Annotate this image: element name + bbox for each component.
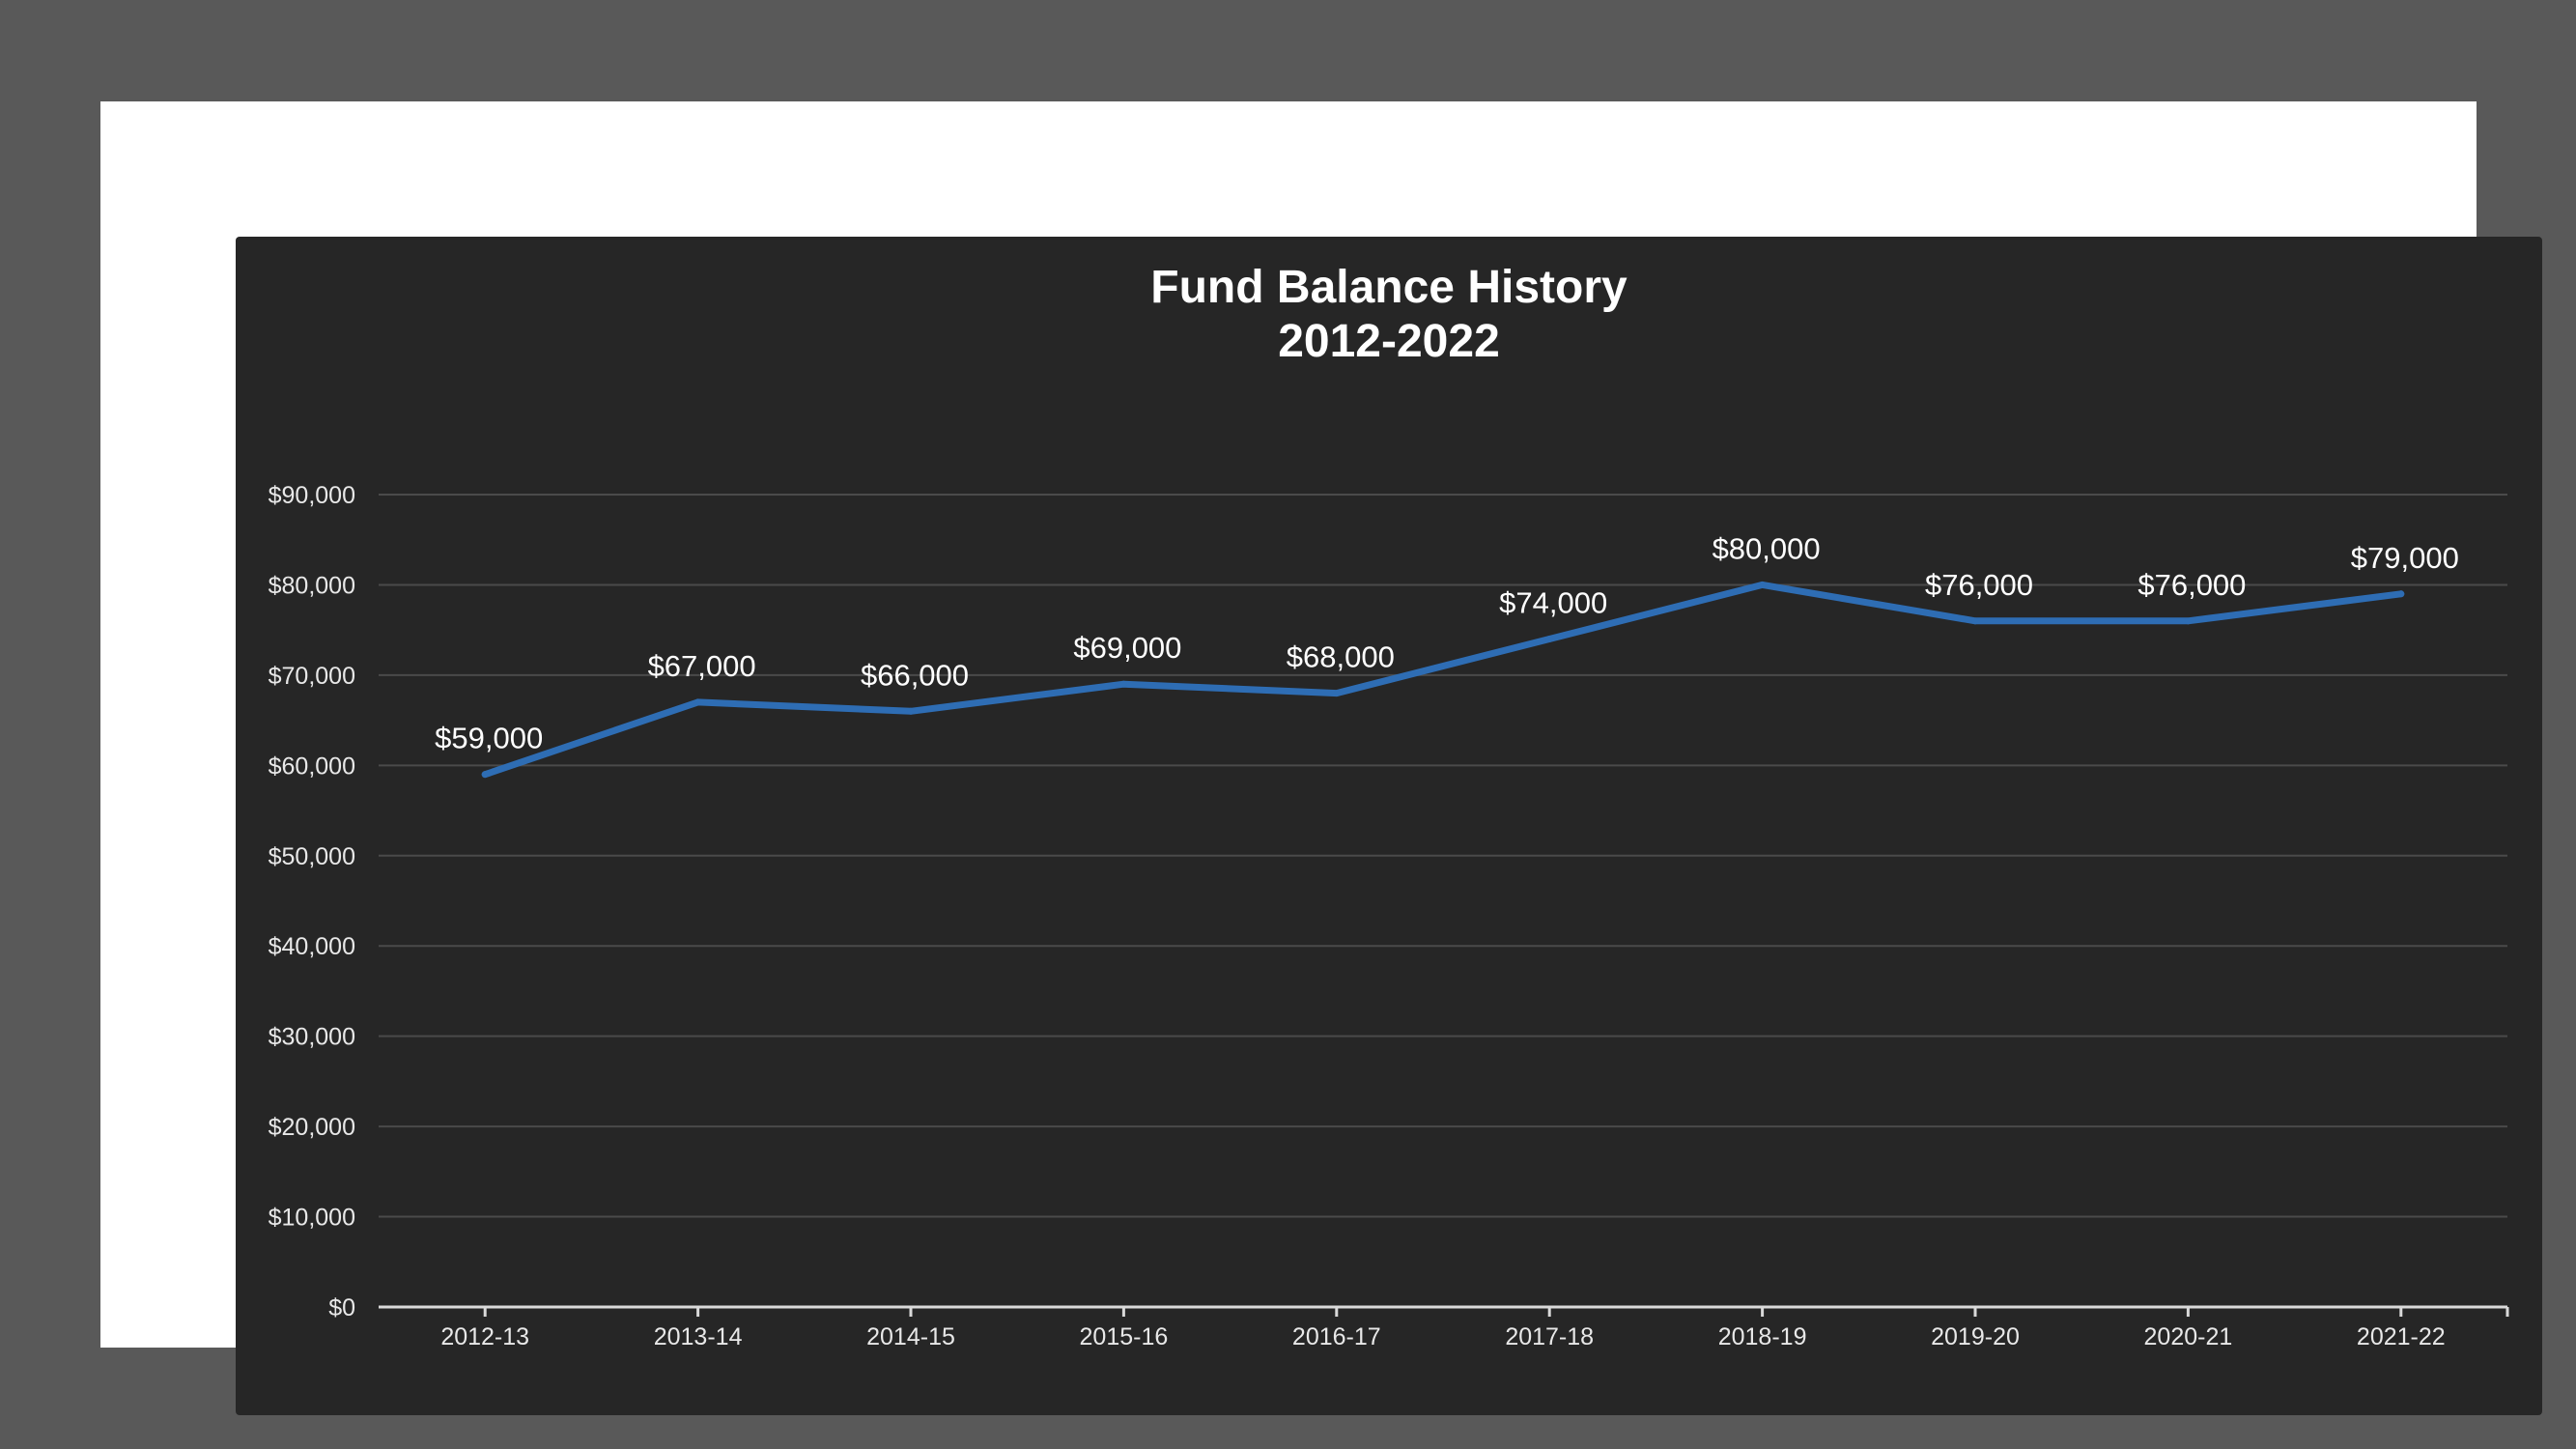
data-point <box>2184 617 2192 625</box>
y-axis-ticks: $0 $10,000 $20,000 $30,000 $40,000 $50,000 $60… <box>269 482 355 1321</box>
x-tick-label: 2021-22 <box>2357 1323 2446 1350</box>
series <box>481 581 2405 779</box>
y-tick-label: $80,000 <box>269 572 355 599</box>
x-tick-label: 2019-20 <box>1931 1323 2020 1350</box>
data-label: $80,000 <box>1713 531 1821 565</box>
x-tick-label: 2012-13 <box>440 1323 529 1350</box>
data-label: $76,000 <box>2137 568 2246 602</box>
data-point <box>1759 581 1767 588</box>
y-tick-label: $50,000 <box>269 843 355 870</box>
y-tick-label: $40,000 <box>269 933 355 960</box>
y-tick-label: $30,000 <box>269 1024 355 1051</box>
data-point <box>481 771 489 779</box>
y-tick-label: $0 <box>328 1294 355 1321</box>
data-label: $59,000 <box>435 722 543 755</box>
data-labels: $59,000 $67,000 $66,000 $69,000 $68,000 $74,0… <box>435 531 2459 754</box>
data-point <box>1333 690 1341 697</box>
line-chart: Fund Balance History 2012-2022 $0 $10,000… <box>269 262 2509 1350</box>
chart-title: Fund Balance History <box>1150 262 1628 313</box>
gridlines <box>379 494 2507 1218</box>
data-point <box>694 698 702 706</box>
x-tick-label: 2013-14 <box>654 1323 743 1350</box>
data-point <box>1119 680 1127 688</box>
x-tick-label: 2016-17 <box>1292 1323 1381 1350</box>
x-tick-label: 2020-21 <box>2144 1323 2233 1350</box>
x-tick-label: 2017-18 <box>1505 1323 1594 1350</box>
data-point <box>2397 590 2405 598</box>
data-label: $76,000 <box>1925 568 2033 602</box>
y-tick-label: $90,000 <box>269 482 355 509</box>
y-tick-label: $60,000 <box>269 753 355 780</box>
data-point <box>907 707 915 715</box>
data-label: $69,000 <box>1073 631 1181 665</box>
data-label: $68,000 <box>1287 640 1395 674</box>
x-tick-label: 2018-19 <box>1718 1323 1807 1350</box>
data-label: $66,000 <box>861 658 969 692</box>
data-label: $79,000 <box>2351 541 2459 575</box>
y-tick-label: $20,000 <box>269 1114 355 1141</box>
chart-panel: Fund Balance History 2012-2022 $0 $10,000… <box>236 237 2542 1415</box>
x-axis: 2012-13 2013-14 2014-15 2015-16 2016-17 2017-… <box>379 1305 2509 1350</box>
x-tick-label: 2014-15 <box>866 1323 955 1350</box>
data-label: $74,000 <box>1499 586 1607 620</box>
series-line <box>481 581 2405 779</box>
chart-subtitle: 2012-2022 <box>1278 316 1500 367</box>
slide-frame: Fund Balance History 2012-2022 $0 $10,000… <box>100 101 2542 1415</box>
data-point <box>1971 617 1979 625</box>
x-tick-label: 2015-16 <box>1080 1323 1169 1350</box>
data-point <box>1545 636 1553 643</box>
y-tick-label: $70,000 <box>269 663 355 690</box>
data-label: $67,000 <box>648 649 756 683</box>
y-tick-label: $10,000 <box>269 1205 355 1232</box>
